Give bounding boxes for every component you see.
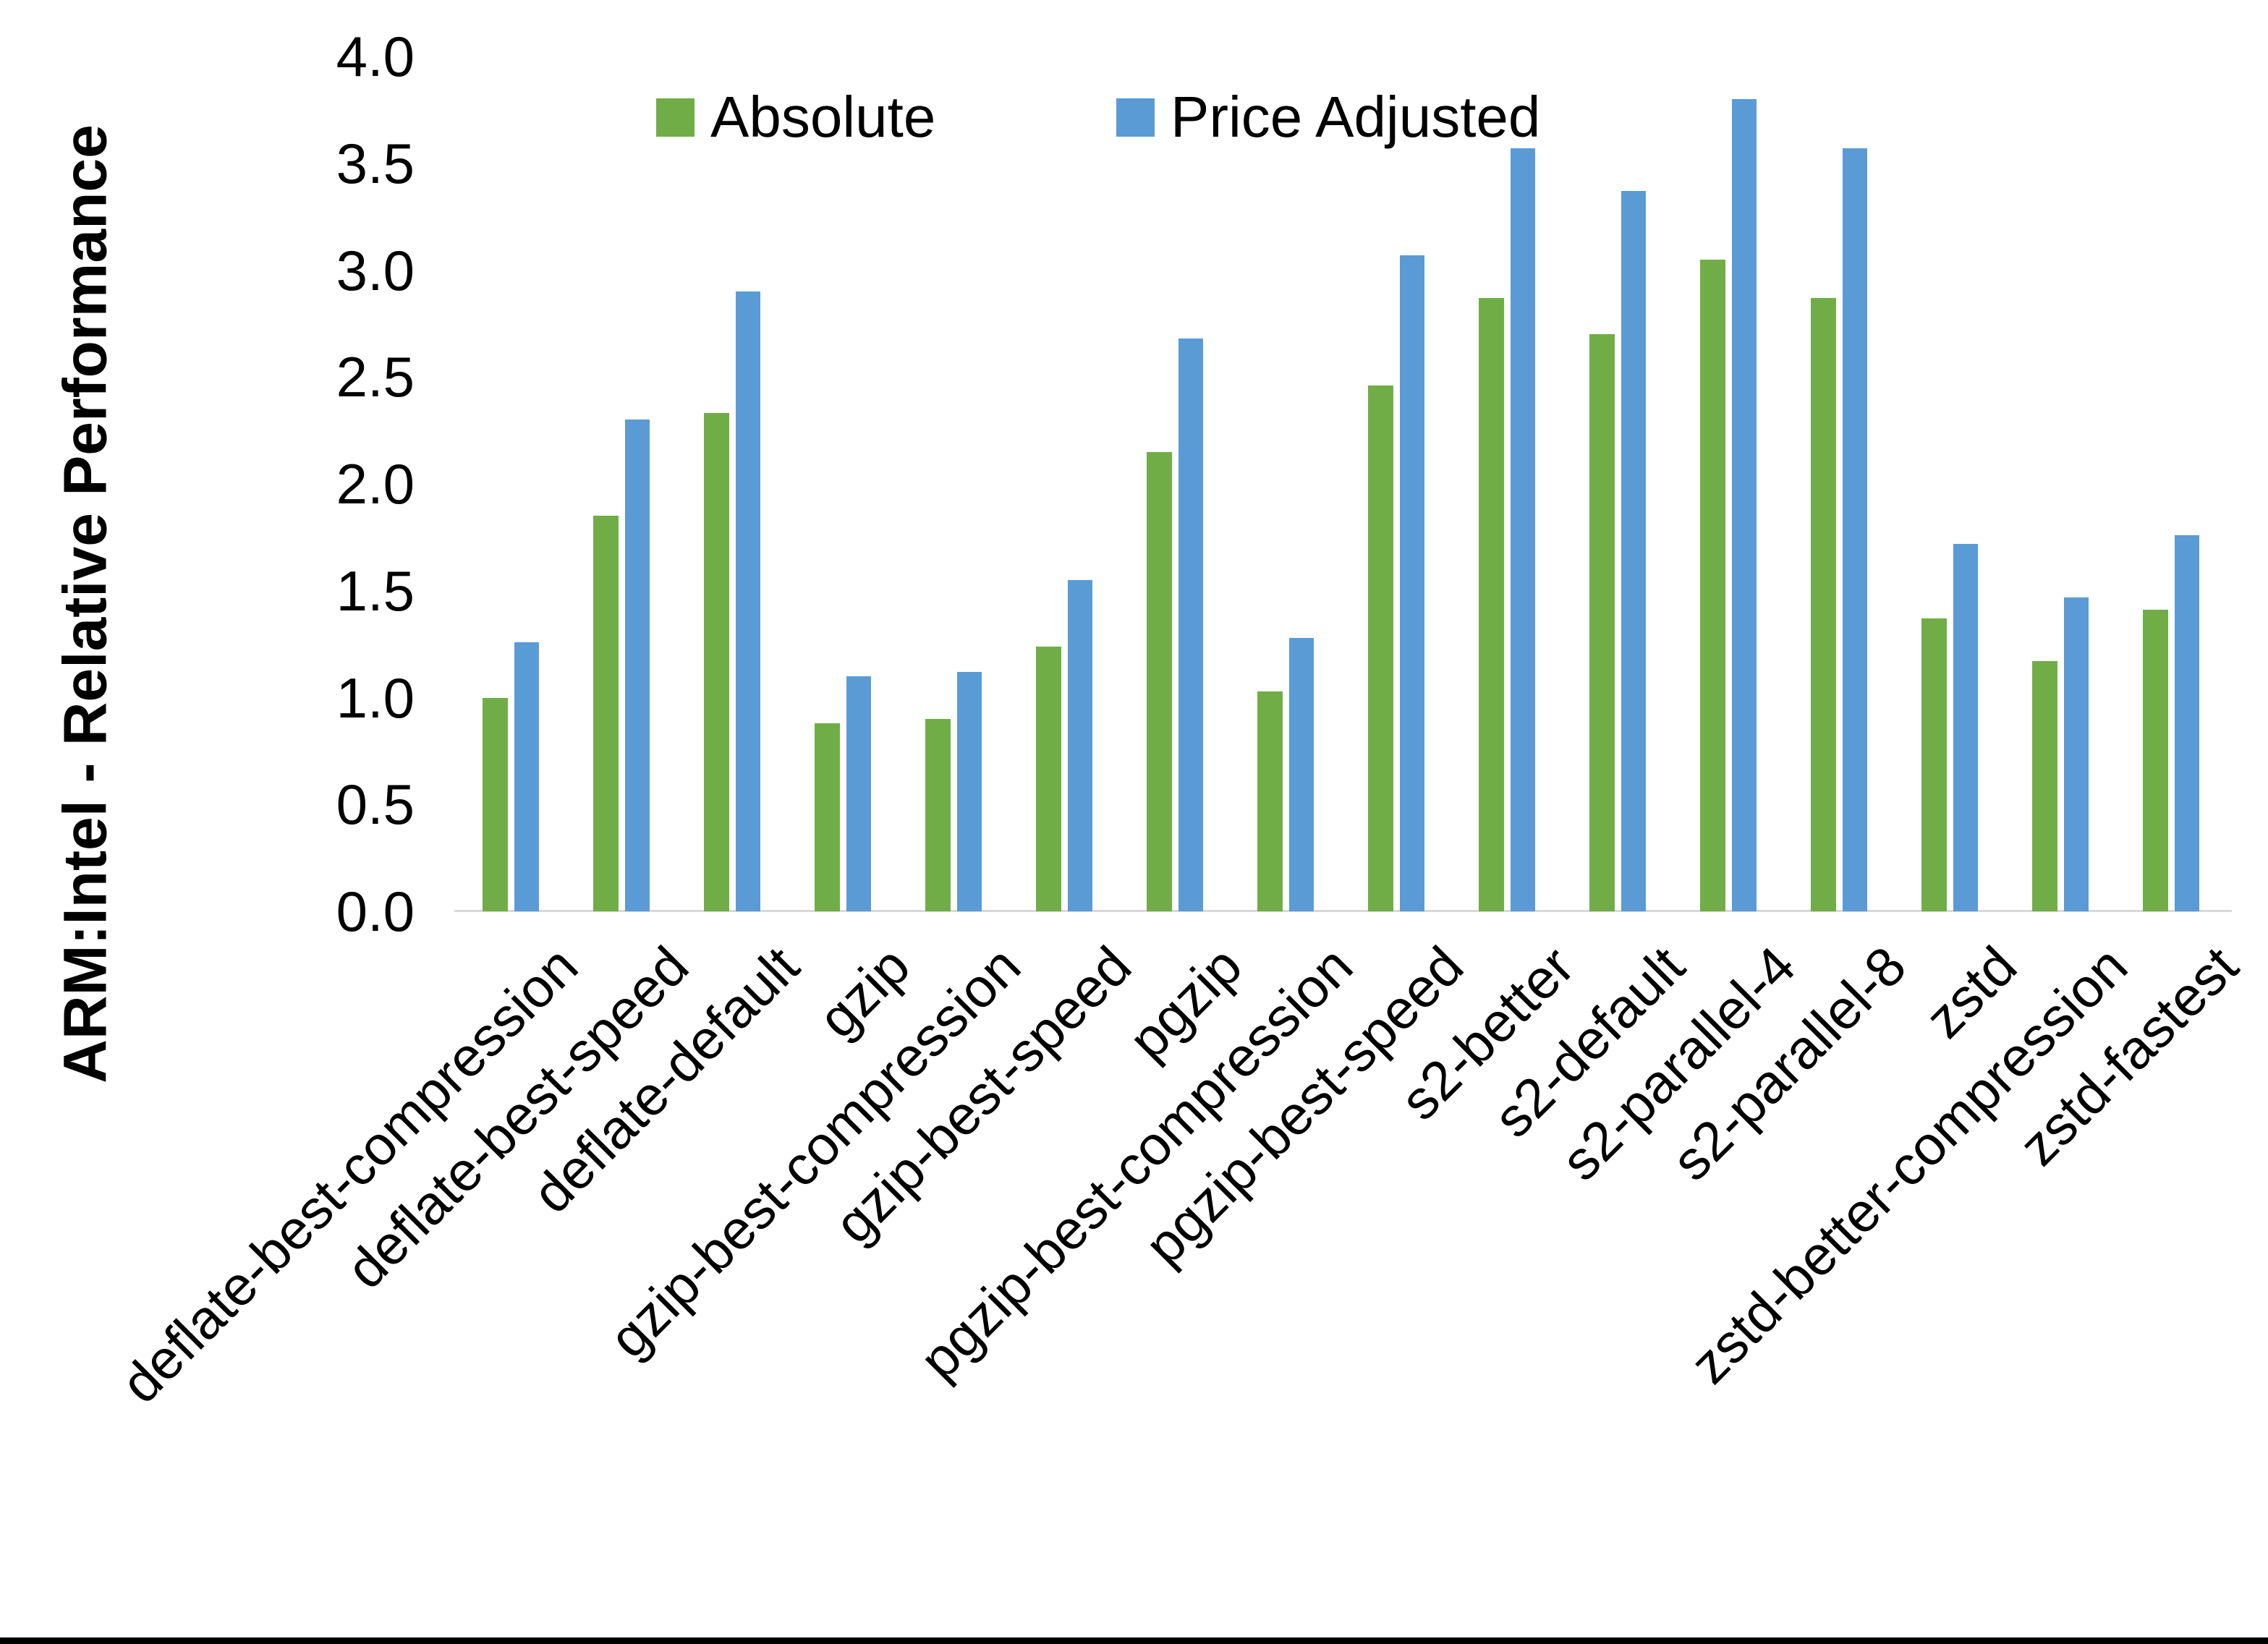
bar-absolute-pgzip-best-compression — [1257, 691, 1283, 911]
bar-absolute-zstd-better-compression — [2032, 661, 2057, 911]
bar-price-adjusted-gzip-best-speed — [1067, 579, 1092, 911]
bar-price-adjusted-gzip-best-compression — [956, 672, 982, 911]
bar-absolute-zstd-fastest — [2143, 610, 2168, 911]
y-tick-2.0: 2.0 — [336, 452, 415, 516]
bar-price-adjusted-s2-parallel-8 — [1842, 148, 1867, 911]
bar-price-adjusted-s2-better — [1510, 148, 1535, 911]
bar-absolute-s2-parallel-8 — [1811, 297, 1836, 911]
y-tick-0.5: 0.5 — [336, 772, 415, 837]
y-tick-2.5: 2.5 — [336, 345, 415, 409]
y-axis-title: ARM:Intel - Relative Performance — [51, 124, 119, 1083]
legend-swatch-absolute — [656, 98, 695, 137]
bar-price-adjusted-s2-default — [1621, 191, 1646, 911]
bar-absolute-gzip — [815, 723, 840, 911]
bar-price-adjusted-zstd-fastest — [2174, 534, 2199, 911]
bar-price-adjusted-s2-parallel-4 — [1731, 99, 1757, 911]
legend-swatch-price-adjusted — [1116, 98, 1155, 137]
screenshot-bottom-border — [0, 1637, 2268, 1644]
y-tick-4.0: 4.0 — [336, 25, 415, 88]
bar-price-adjusted-deflate-best-compression — [514, 642, 539, 911]
bar-price-adjusted-pgzip-best-speed — [1399, 255, 1424, 911]
bar-price-adjusted-deflate-default — [735, 291, 760, 911]
legend-item-absolute: Absolute — [656, 85, 936, 149]
bar-absolute-gzip-best-compression — [925, 719, 951, 911]
bar-absolute-deflate-best-compression — [483, 697, 508, 911]
y-tick-3.5: 3.5 — [336, 131, 415, 195]
bar-absolute-s2-better — [1479, 297, 1504, 911]
bar-absolute-s2-parallel-4 — [1700, 259, 1725, 911]
legend-item-price-adjusted: Price Adjusted — [1116, 85, 1541, 149]
y-tick-1.5: 1.5 — [336, 558, 415, 623]
legend-label-price-adjusted: Price Adjusted — [1171, 85, 1541, 149]
y-tick-0.0: 0.0 — [336, 880, 415, 943]
bar-price-adjusted-pgzip-best-compression — [1288, 637, 1314, 911]
legend-label-absolute: Absolute — [710, 85, 936, 149]
bar-price-adjusted-zstd-better-compression — [2063, 597, 2089, 911]
bar-absolute-pgzip — [1147, 451, 1172, 911]
bar-price-adjusted-pgzip — [1178, 338, 1203, 911]
bar-absolute-deflate-best-speed — [593, 516, 619, 911]
bar-price-adjusted-deflate-best-speed — [624, 419, 650, 911]
bar-absolute-s2-default — [1589, 334, 1615, 911]
bar-price-adjusted-zstd — [1953, 543, 1978, 911]
y-tick-1.0: 1.0 — [336, 665, 415, 730]
bar-absolute-pgzip-best-speed — [1368, 386, 1393, 911]
bar-absolute-deflate-default — [704, 413, 729, 911]
x-axis-baseline — [454, 910, 2232, 912]
y-tick-3.0: 3.0 — [336, 238, 415, 302]
bar-absolute-gzip-best-speed — [1036, 646, 1061, 911]
bar-absolute-zstd — [1921, 618, 1947, 911]
bar-price-adjusted-gzip — [846, 676, 871, 911]
